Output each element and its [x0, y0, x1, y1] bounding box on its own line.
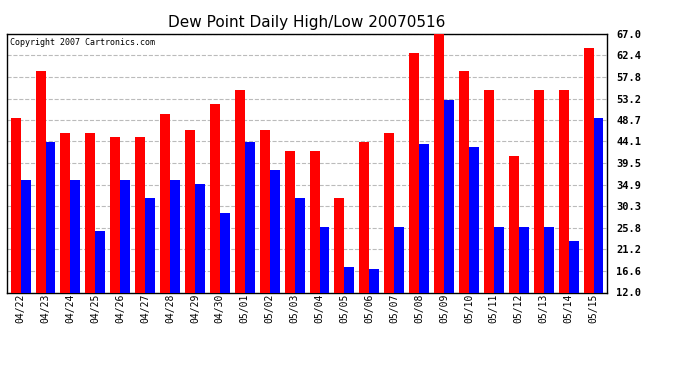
Bar [245, 142, 255, 292]
Bar [359, 142, 369, 292]
Text: Copyright 2007 Cartronics.com: Copyright 2007 Cartronics.com [10, 38, 155, 46]
Bar [344, 267, 355, 292]
Bar [569, 241, 578, 292]
Bar [509, 156, 519, 292]
Bar [10, 118, 21, 292]
Bar [170, 180, 180, 292]
Bar [584, 48, 593, 292]
Bar [544, 226, 553, 292]
Bar [310, 152, 319, 292]
Bar [484, 90, 494, 292]
Title: Dew Point Daily High/Low 20070516: Dew Point Daily High/Low 20070516 [168, 15, 446, 30]
Bar [409, 53, 419, 292]
Bar [36, 71, 46, 292]
Bar [335, 198, 344, 292]
Bar [519, 226, 529, 292]
Bar [70, 180, 80, 292]
Bar [110, 137, 120, 292]
Bar [285, 152, 295, 292]
Bar [220, 213, 230, 292]
Bar [235, 90, 245, 292]
Bar [419, 144, 429, 292]
Bar [135, 137, 145, 292]
Bar [384, 132, 394, 292]
Bar [259, 130, 270, 292]
Bar [21, 180, 30, 292]
Bar [185, 130, 195, 292]
Bar [210, 104, 220, 292]
Bar [394, 226, 404, 292]
Bar [319, 226, 329, 292]
Bar [120, 180, 130, 292]
Bar [593, 118, 604, 292]
Bar [559, 90, 569, 292]
Bar [469, 147, 479, 292]
Bar [145, 198, 155, 292]
Bar [160, 114, 170, 292]
Bar [195, 184, 205, 292]
Bar [534, 90, 544, 292]
Bar [95, 231, 106, 292]
Bar [434, 34, 444, 292]
Bar [270, 170, 279, 292]
Bar [494, 226, 504, 292]
Bar [61, 132, 70, 292]
Bar [444, 100, 454, 292]
Bar [86, 132, 95, 292]
Bar [46, 142, 55, 292]
Bar [459, 71, 469, 292]
Bar [295, 198, 304, 292]
Bar [369, 269, 380, 292]
